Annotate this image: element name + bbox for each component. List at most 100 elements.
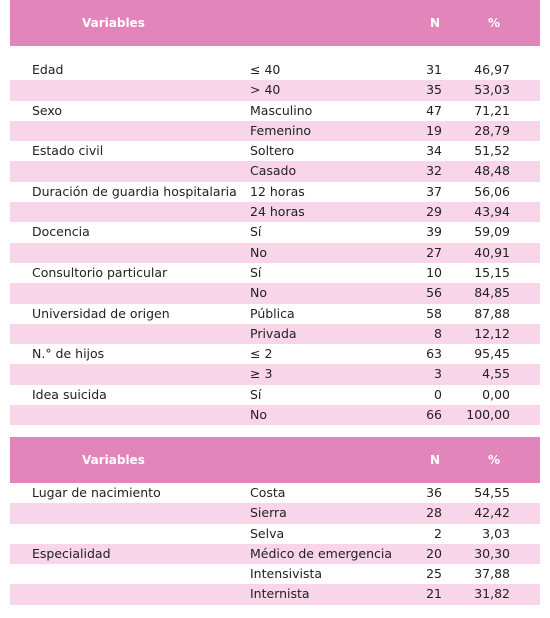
cell: Docencia <box>32 224 90 240</box>
cell: 3 <box>434 366 442 382</box>
cell: 12 horas <box>250 183 305 199</box>
table-row: Selva 2 3,03 <box>10 524 540 544</box>
cell: 28,79 <box>474 122 510 138</box>
cell: 53,03 <box>474 82 510 98</box>
cell: 35 <box>426 82 442 98</box>
table: Variables N% Edad ≤ 40 31 46,97 > 40 35 53,03 Sex… <box>10 0 540 426</box>
cell: Costa <box>250 485 286 500</box>
cell: 30,30 <box>474 545 510 561</box>
cell: 19 <box>426 122 442 138</box>
table-row: Edad ≤ 40 31 46,97 <box>10 60 540 80</box>
cell: 95,45 <box>474 346 510 362</box>
cell: ≥ 3 <box>250 366 273 382</box>
cell: 66 <box>426 407 442 423</box>
cell: 71,21 <box>474 102 510 118</box>
cell: 37 <box>426 183 442 199</box>
cell: 40,91 <box>474 244 510 260</box>
cell: Privada <box>250 325 297 341</box>
table-row: Femenino 19 28,79 <box>10 120 540 142</box>
table-row: No 66 100,00 <box>10 405 540 426</box>
cell: 87,88 <box>474 305 510 321</box>
cell: 0 <box>434 386 442 402</box>
cell: 58 <box>426 305 442 321</box>
cell: No <box>250 285 267 301</box>
cell: 28 <box>426 505 442 521</box>
cell: No <box>250 407 267 423</box>
cell: 32 <box>426 163 442 179</box>
cell: Casado <box>250 163 297 179</box>
cell: Sierra <box>250 505 287 521</box>
cell: Internista <box>250 586 310 602</box>
cell: Intensivista <box>250 566 323 582</box>
cell: Femenino <box>250 122 312 138</box>
spacer <box>10 46 540 60</box>
cell: 31,82 <box>474 586 510 602</box>
cell: 29 <box>426 204 442 220</box>
cell: 43,94 <box>474 204 510 220</box>
header-cell: N <box>430 16 441 30</box>
table-row: Sexo Masculino 47 71,21 <box>10 101 540 121</box>
table-row: Internista 21 31,82 <box>10 584 540 605</box>
cell: Estado civil <box>32 143 104 159</box>
table-row: No 27 40,91 <box>10 242 540 263</box>
cell: 46,97 <box>474 62 510 77</box>
cell: 51,52 <box>474 143 510 159</box>
cell: 42,42 <box>474 505 510 521</box>
cell: 48,48 <box>474 163 510 179</box>
cell: Sí <box>250 224 262 240</box>
cell: 63 <box>426 346 442 362</box>
cell: 56,06 <box>474 183 510 199</box>
cell: 20 <box>426 545 442 561</box>
cell: Lugar de nacimiento <box>32 485 161 500</box>
table-row: Universidad de origen Pública 58 87,88 <box>10 304 540 324</box>
header-cell: N <box>430 453 441 467</box>
table-row: N.° de hijos ≤ 2 63 95,45 <box>10 344 540 364</box>
cell: 37,88 <box>474 566 510 582</box>
cell: No <box>250 244 267 260</box>
table-row: Sierra 28 42,42 <box>10 503 540 524</box>
cell: 36 <box>426 485 442 500</box>
table-row: Estado civil Soltero 34 51,52 <box>10 141 540 161</box>
table-row: 24 horas 29 43,94 <box>10 202 540 223</box>
cell: Selva <box>250 525 285 541</box>
cell: Idea suicida <box>32 386 107 402</box>
cell: 10 <box>426 264 442 280</box>
cell: 3,03 <box>482 525 510 541</box>
table-row: Idea suicida Sí 0 0,00 <box>10 385 540 405</box>
cell: 27 <box>426 244 442 260</box>
cell: 59,09 <box>474 224 510 240</box>
cell: Sí <box>250 386 262 402</box>
table-row: Casado 32 48,48 <box>10 161 540 182</box>
table-header: Variables N% <box>10 437 540 483</box>
header-cell: % <box>488 16 501 30</box>
cell: 24 horas <box>250 204 305 220</box>
header-cell: Variables <box>82 453 145 467</box>
table-row: ≥ 3 3 4,55 <box>10 364 540 385</box>
cell: 31 <box>426 62 442 77</box>
cell: 8 <box>434 325 442 341</box>
table-row: Duración de guardia hospitalaria 12 horas… <box>10 182 540 202</box>
cell: Edad <box>32 62 64 77</box>
cell: 25 <box>426 566 442 582</box>
table-header: Variables N% <box>10 0 540 46</box>
table: Variables N% Lugar de nacimiento Costa 36 54,… <box>10 437 540 605</box>
header-cell: % <box>488 453 501 467</box>
header-cell: Variables <box>82 16 145 30</box>
cell: Especialidad <box>32 545 111 561</box>
cell: Soltero <box>250 143 295 159</box>
table-row: Privada 8 12,12 <box>10 323 540 345</box>
cell: N.° de hijos <box>32 346 105 362</box>
cell: 100,00 <box>466 407 510 423</box>
cell: Médico de emergencia <box>250 545 393 561</box>
table-row: Consultorio particular Sí 10 15,15 <box>10 263 540 283</box>
cell: ≤ 40 <box>250 62 281 77</box>
cell: > 40 <box>250 82 281 98</box>
cell: 84,85 <box>474 285 510 301</box>
table-row: Lugar de nacimiento Costa 36 54,55 <box>10 483 540 503</box>
cell: 34 <box>426 143 442 159</box>
table-row: Intensivista 25 37,88 <box>10 564 540 584</box>
cell: 12,12 <box>474 325 510 341</box>
cell: 47 <box>426 102 442 118</box>
table-row: No 56 84,85 <box>10 283 540 304</box>
